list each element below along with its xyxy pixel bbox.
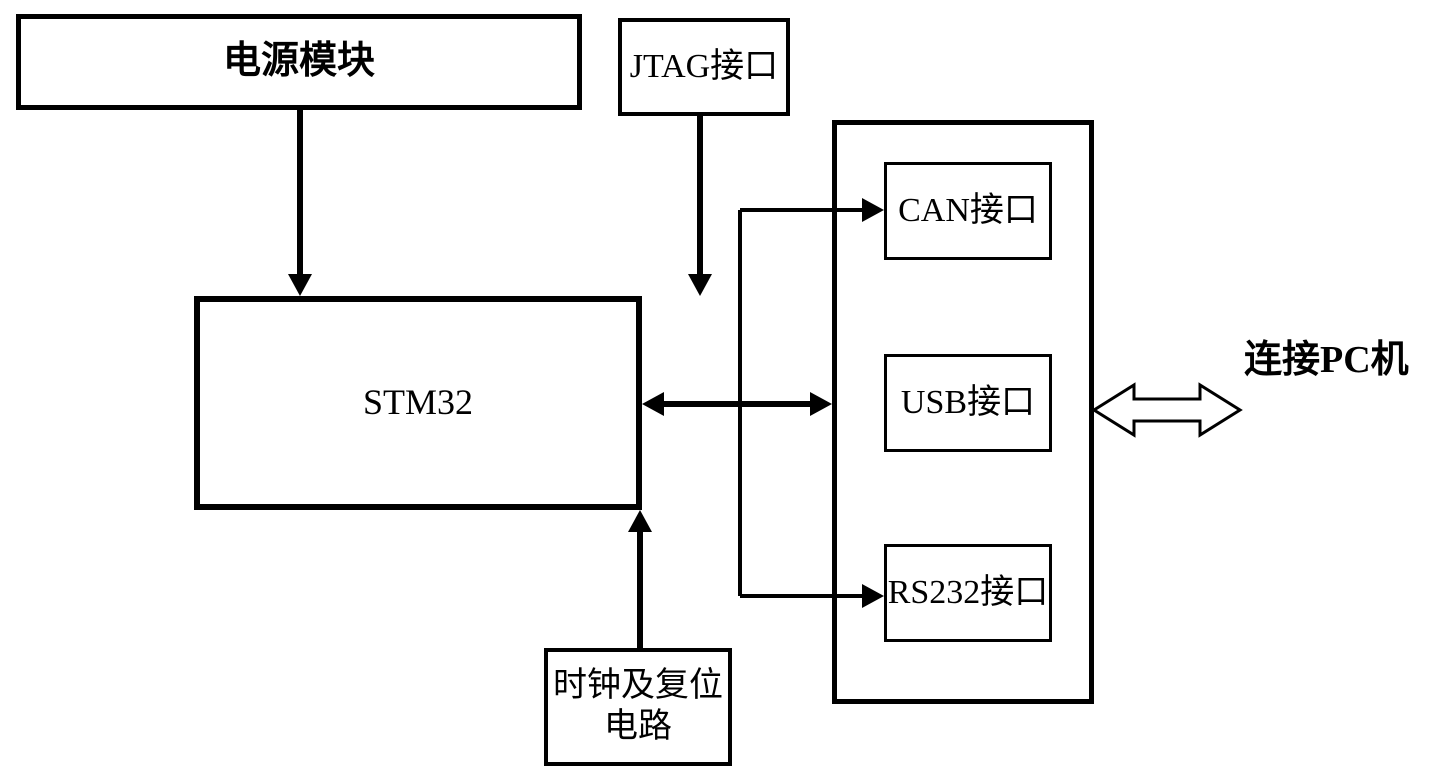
stm32-box: STM32 [194,296,642,510]
jtag-box: JTAG接口 [618,18,790,116]
rs232-interface-box: RS232接口 [884,544,1052,642]
power-module-box: 电源模块 [16,14,582,110]
usb-interface-box: USB接口 [884,354,1052,452]
connect-pc-label: 连接PC机 [1244,328,1409,383]
clock-reset-box: 时钟及复位电路 [544,648,732,766]
can-interface-box: CAN接口 [884,162,1052,260]
